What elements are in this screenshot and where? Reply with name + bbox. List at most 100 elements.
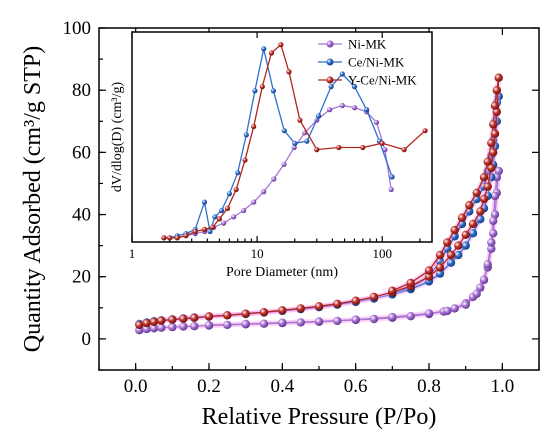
inset-data-point	[314, 147, 320, 153]
inset-data-point	[251, 199, 257, 205]
main-data-point	[296, 318, 305, 327]
inset-data-point	[364, 107, 370, 113]
main-data-point	[241, 309, 250, 318]
inset-data-point	[316, 113, 322, 119]
inset-data-point	[388, 186, 394, 193]
main-data-point	[369, 314, 379, 324]
inset-data-point	[292, 140, 298, 146]
inset-data-point	[382, 147, 388, 153]
main-x-tick-label: 0.2	[197, 376, 221, 397]
inset-series-y-ce-ni-mk	[161, 42, 428, 241]
main-data-point	[461, 300, 470, 309]
main-data-point	[468, 219, 478, 229]
inset-data-point	[183, 233, 189, 239]
main-data-point	[190, 322, 199, 331]
main-data-point	[351, 315, 360, 324]
inset-y-axis-title: dV/dlog(D) (cm³/g)	[110, 81, 125, 192]
inset-data-point	[339, 102, 345, 109]
inset-data-point	[401, 147, 407, 153]
main-data-point	[259, 319, 269, 328]
inset-data-point	[351, 84, 358, 90]
inset-data-point	[207, 228, 213, 235]
inset-plot-frame	[131, 31, 433, 243]
inset-data-point	[389, 174, 395, 180]
main-data-point	[369, 292, 379, 302]
inset-x-axis-title: Pore Diameter (nm)	[226, 265, 338, 280]
legend-marker	[326, 40, 334, 48]
inset-data-point	[192, 228, 198, 235]
main-data-point	[406, 278, 415, 288]
main-data-point	[487, 244, 496, 253]
inset-data-point	[268, 50, 274, 56]
main-data-point	[435, 269, 445, 278]
main-data-point	[204, 312, 214, 321]
main-data-point	[490, 129, 500, 138]
main-data-point	[487, 238, 496, 247]
inset-data-point	[221, 220, 227, 226]
inset-legend: Ni-MK Ce/Ni-MK Y-Ce/Ni-MK	[318, 37, 417, 88]
main-data-point	[483, 157, 492, 166]
main-data-point	[490, 210, 500, 219]
inset-data-point	[209, 224, 216, 230]
main-data-point	[461, 230, 470, 239]
inset-data-point	[201, 226, 208, 232]
main-data-point	[278, 318, 287, 327]
main-data-point	[461, 241, 470, 250]
main-y-tick-label: 60	[72, 142, 91, 163]
inset-data-point	[219, 207, 225, 214]
inset-data-point	[174, 235, 180, 241]
main-data-point	[476, 207, 485, 216]
legend-entry: Ni-MK	[318, 37, 387, 52]
main-data-point	[487, 138, 496, 148]
legend-label: Ni-MK	[348, 37, 387, 52]
main-y-tick-label: 40	[72, 205, 91, 226]
main-data-point	[454, 250, 463, 260]
main-data-point	[435, 257, 445, 266]
main-data-point	[314, 302, 324, 311]
main-data-point	[479, 173, 489, 182]
inset-data-point	[235, 170, 241, 176]
main-x-tick-label: 0.0	[124, 376, 148, 397]
main-data-point	[149, 324, 159, 333]
inset-data-point	[328, 84, 334, 90]
main-data-point	[487, 163, 496, 173]
inset-x-tick-label: 100	[372, 246, 392, 261]
main-x-tick-label: 0.8	[417, 376, 441, 397]
main-data-point	[351, 296, 360, 305]
main-data-point	[388, 286, 397, 295]
inset-data-point	[201, 199, 208, 205]
main-data-point	[450, 304, 459, 313]
inset-data-point	[304, 138, 310, 144]
inset-data-point	[281, 128, 287, 134]
inset-data-point	[291, 144, 297, 151]
main-data-point	[479, 194, 489, 204]
main-data-point	[406, 312, 415, 321]
main-data-point	[168, 315, 177, 324]
main-data-point	[424, 309, 434, 318]
inset-data-point	[216, 216, 222, 222]
legend-entry: Y-Ce/Ni-MK	[318, 73, 417, 88]
main-data-point	[149, 317, 159, 326]
legend-label: Y-Ce/Ni-MK	[348, 73, 417, 88]
main-y-tick-label: 100	[63, 18, 92, 39]
main-data-point	[489, 148, 498, 157]
main-data-point	[446, 250, 456, 260]
main-data-point	[223, 311, 232, 320]
inset-data-point	[270, 88, 276, 94]
main-data-point	[450, 225, 459, 235]
inset-data-point	[251, 123, 257, 130]
inset-data-point	[233, 186, 239, 193]
inset-data-point	[252, 88, 258, 94]
main-data-point	[435, 250, 445, 260]
main-y-tick-label: 20	[72, 267, 91, 288]
main-data-point	[472, 289, 481, 298]
main-data-point	[492, 86, 501, 95]
inset-x-tick-label: 1	[129, 246, 136, 261]
inset-data-point	[167, 235, 173, 241]
main-data-point	[314, 317, 324, 326]
main-data-point	[483, 182, 492, 191]
main-data-point	[479, 275, 489, 284]
main-data-point	[443, 238, 452, 247]
inset-data-point	[161, 235, 167, 241]
